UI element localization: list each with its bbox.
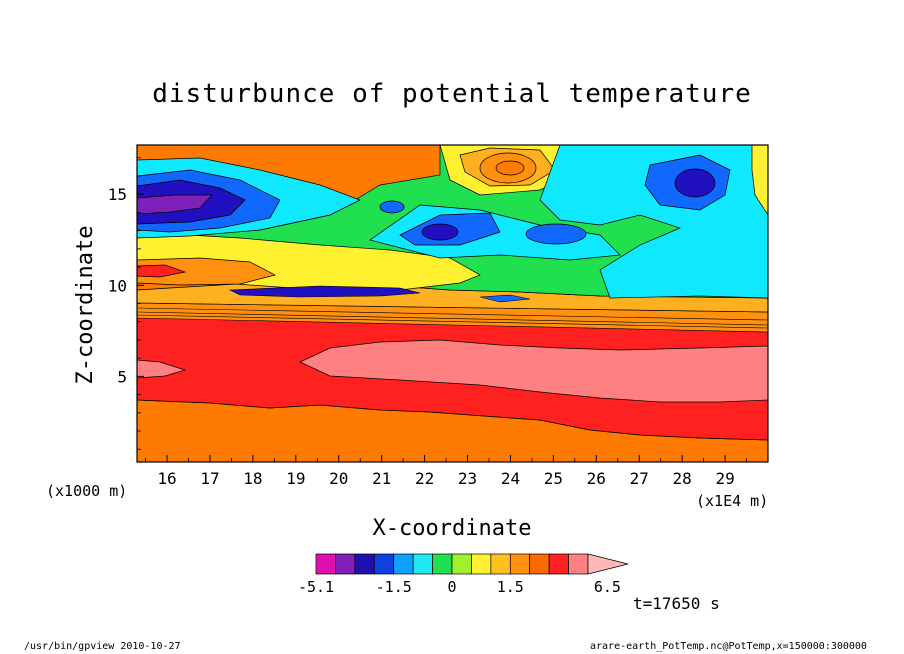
colorbar-label: 0 — [447, 578, 456, 596]
band-dark-thin — [228, 285, 421, 298]
region-darkblue-right — [674, 168, 716, 198]
x-tick-label: 27 — [630, 469, 649, 488]
colorbar-segment — [471, 553, 492, 575]
y-axis: 5 10 15 — [108, 157, 144, 450]
x-tick-label: 22 — [415, 469, 434, 488]
colorbar-segment — [451, 553, 472, 575]
colorbar-segment — [335, 553, 356, 575]
x-tick-label: 17 — [200, 469, 219, 488]
x-tick-label: 16 — [157, 469, 176, 488]
colorbar-segment — [315, 553, 336, 575]
y-tick-label: 15 — [108, 185, 127, 204]
colorbar-arrow — [587, 553, 629, 575]
x-tick-label: 28 — [673, 469, 692, 488]
colorbar-segment — [509, 553, 531, 575]
region-red-core — [495, 160, 525, 176]
region-blue-mid-2 — [525, 223, 587, 245]
x-tick-label: 24 — [501, 469, 520, 488]
colorbar-label: -1.5 — [376, 578, 412, 596]
x-tick-label: 25 — [544, 469, 563, 488]
y-tick-label: 5 — [117, 367, 127, 386]
colorbar-segment — [412, 553, 433, 575]
band-dark-thin-2 — [479, 294, 531, 303]
time-label: t=17650 s — [633, 594, 720, 613]
x-tick-label: 20 — [329, 469, 348, 488]
colorbar-segment — [373, 553, 395, 575]
region-darkblue-mid — [421, 223, 459, 241]
colorbar-label: 1.5 — [497, 578, 524, 596]
contour-thin-3 — [136, 314, 769, 329]
y-axis-label: Z-coordinate — [73, 226, 98, 385]
plot-area — [136, 144, 769, 463]
colorbar-label: 6.5 — [594, 578, 621, 596]
footer-left: /usr/bin/gpview 2010-10-27 — [24, 641, 181, 652]
x-unit-right: (x1E4 m) — [696, 492, 768, 510]
x-tick-label: 19 — [286, 469, 305, 488]
colorbar-segment — [432, 553, 453, 575]
colorbar-segment — [568, 553, 589, 575]
colorbar-label: -5.1 — [298, 578, 334, 596]
colorbar-segment — [490, 553, 511, 575]
x-tick-label: 23 — [458, 469, 477, 488]
x-tick-label: 18 — [243, 469, 262, 488]
colorbar-segment — [393, 553, 414, 575]
region-blue-small — [379, 200, 405, 214]
contour-thin-2 — [136, 311, 769, 326]
colorbar-segment — [529, 553, 550, 575]
y-tick-label: 10 — [108, 276, 127, 295]
colorbar: -5.1 -1.5 0 1.5 6.5 — [298, 553, 629, 596]
x-axis: 16 17 18 19 20 21 22 23 24 25 26 27 28 29 — [145, 455, 747, 488]
x-tick-label: 29 — [715, 469, 734, 488]
band-orange-lens — [136, 257, 276, 286]
chart-title: disturbunce of potential temperature — [152, 79, 752, 109]
contour-thin-1 — [136, 307, 769, 321]
x-tick-label: 26 — [587, 469, 606, 488]
x-unit-left: (x1000 m) — [46, 482, 127, 500]
colorbar-segment — [354, 553, 375, 575]
colorbar-segment — [548, 553, 569, 575]
x-tick-label: 21 — [372, 469, 391, 488]
x-axis-label: X-coordinate — [373, 516, 532, 541]
footer-right: arare-earth_PotTemp.nc@PotTemp,x=150000:… — [590, 641, 867, 652]
